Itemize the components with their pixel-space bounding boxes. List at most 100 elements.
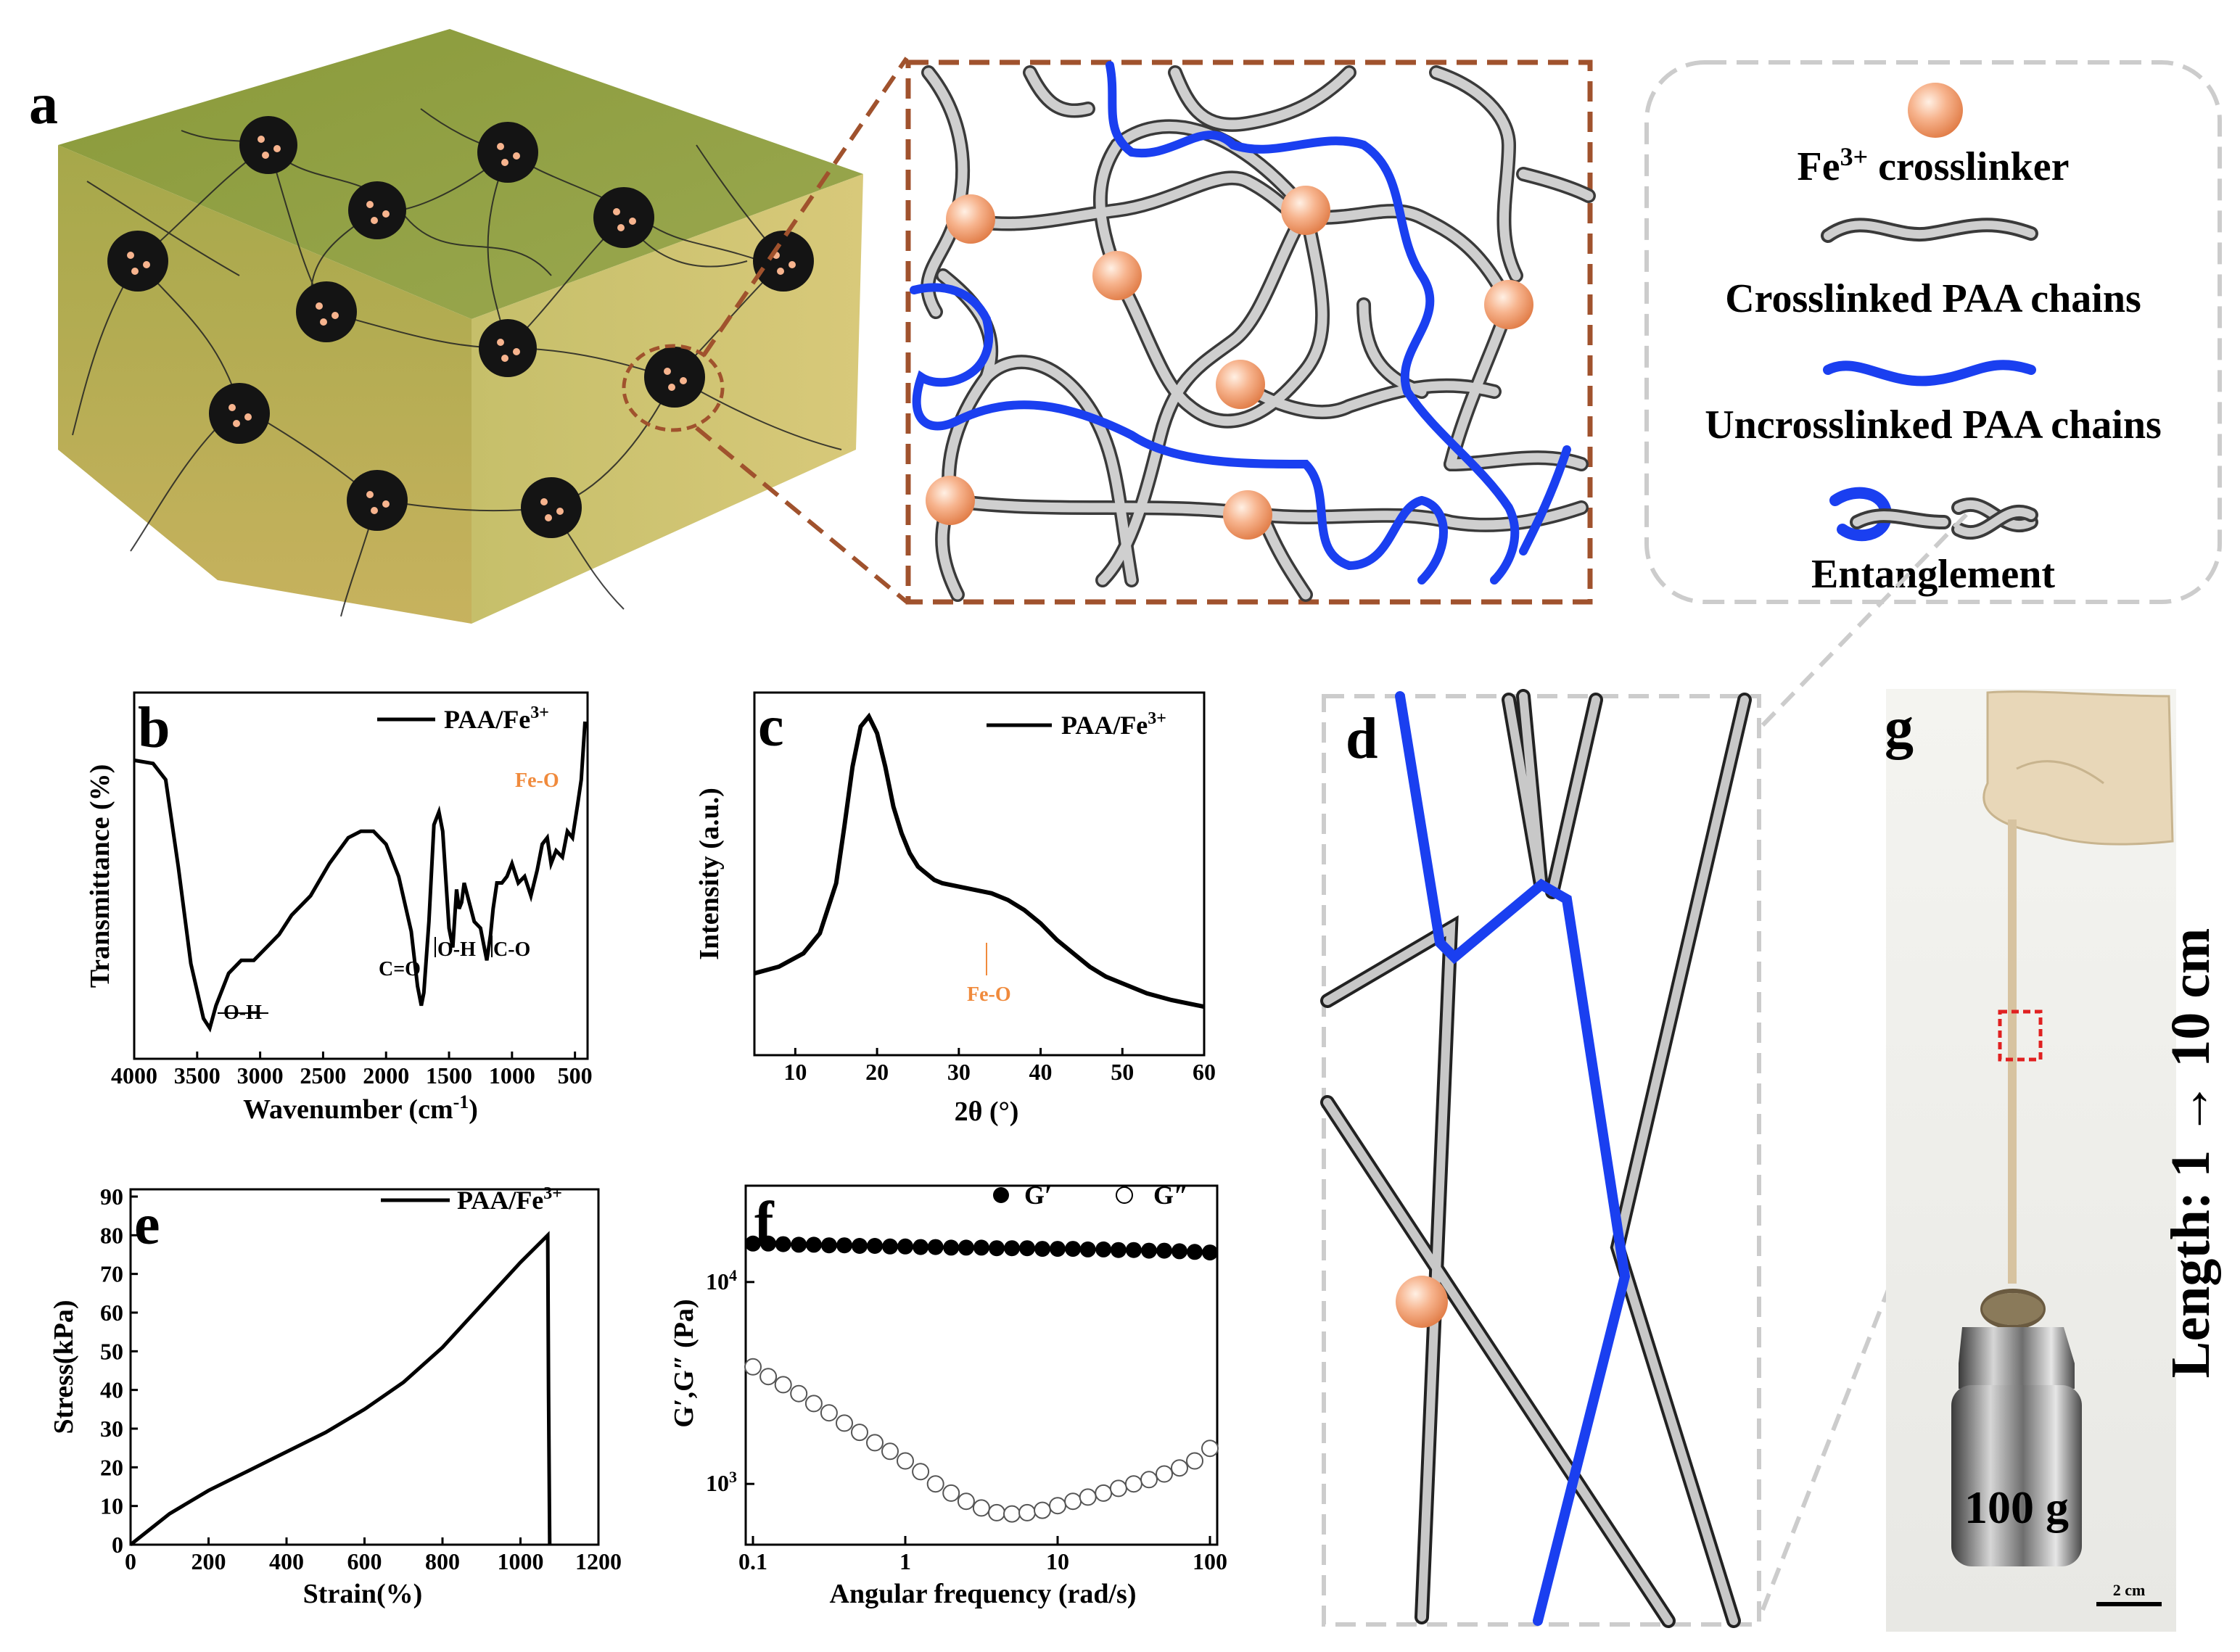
axes-e (129, 1188, 600, 1546)
gprime-point (927, 1239, 944, 1255)
gprime-point (1202, 1244, 1218, 1261)
panel-d: d (1320, 505, 1975, 1628)
panel-g: g 100 g 2 cm Length: 1 → 10 cm (1885, 689, 2221, 1632)
tick-label-f-x-10: 10 (1046, 1548, 1069, 1574)
gdoubleprime-point (926, 1475, 944, 1493)
ylabel-e: Stress(kPa) (49, 1300, 79, 1434)
tick-label-c-40: 40 (1029, 1059, 1053, 1085)
tick-label-e-y-70: 70 (100, 1261, 123, 1287)
gdoubleprime-point (881, 1442, 899, 1461)
gdoubleprime-point (1140, 1471, 1158, 1489)
gdoubleprime-point (820, 1404, 838, 1422)
panel-label-a: a (29, 73, 58, 136)
zoom-region (1998, 1009, 2043, 1062)
gprime-point (1004, 1240, 1020, 1257)
tick-label-b-500: 500 (558, 1062, 593, 1089)
gprime-point (943, 1239, 960, 1256)
gprime-point (1110, 1242, 1127, 1258)
gdoubleprime-point (972, 1499, 990, 1517)
tick-label-b-2500: 2500 (300, 1062, 346, 1089)
length-label: Length: 1 → 10 cm (2160, 928, 2221, 1379)
tick-label-e-y-30: 30 (100, 1416, 123, 1442)
gdoubleprime-point (1079, 1488, 1097, 1506)
gdoubleprime-point (1018, 1503, 1036, 1521)
tick-label-e-y-80: 80 (100, 1222, 123, 1248)
gdoubleprime-point (1156, 1465, 1173, 1483)
weight-knob (1982, 1293, 2043, 1325)
legend-b: PAA/Fe3+ (444, 703, 549, 734)
tick-label-f-y-1000: 103 (706, 1468, 737, 1496)
gprime-point (805, 1236, 822, 1253)
legend-c: PAA/Fe3+ (1061, 709, 1166, 740)
gdoubleprime-point (1034, 1501, 1051, 1519)
gdoubleprime-point (942, 1484, 960, 1502)
tick-label-b-4000: 4000 (111, 1062, 157, 1089)
legend-entanglement-icon (1829, 487, 2038, 542)
panel-label-g: g (1885, 696, 1914, 760)
panel-a: a (29, 29, 2222, 624)
legend-uncrosslinked: Uncrosslinked PAA chains (1705, 402, 2162, 447)
tick-label-b-3000: 3000 (237, 1062, 284, 1089)
gprime-point (897, 1238, 913, 1255)
gprime-point (745, 1235, 761, 1252)
gdoubleprime-point (1095, 1484, 1113, 1502)
legend-box (1644, 60, 2222, 604)
gdoubleprime-point (897, 1452, 914, 1470)
gdoubleprime-point (1201, 1440, 1219, 1458)
weight-neck (1959, 1327, 2075, 1389)
gdoubleprime-point (836, 1414, 853, 1432)
ann-c-fe-o: Fe-O (967, 983, 1011, 1006)
tick-label-f-x-100: 100 (1193, 1548, 1227, 1574)
legend-e: PAA/Fe3+ (457, 1184, 562, 1215)
legend-gray-chain-inner (1824, 220, 2035, 240)
legend-fe-crosslinker: Fe3+ crosslinker (1798, 142, 2070, 189)
weight-label: 100 g (1964, 1482, 2069, 1533)
gdoubleprime-point (1003, 1505, 1021, 1523)
network-chains (910, 61, 1596, 602)
gprime-point (1095, 1241, 1112, 1257)
tick-label-f-y-10000: 104 (706, 1266, 737, 1294)
panel-d-fe-ball (1396, 1276, 1448, 1328)
gdoubleprime-point (1064, 1492, 1082, 1511)
panel-d-chains (1320, 689, 1752, 1628)
tick-label-e-y-60: 60 (100, 1300, 123, 1326)
gdoubleprime-point (744, 1358, 762, 1376)
tick-label-b-1000: 1000 (489, 1062, 535, 1089)
xlabel-e: Strain(%) (303, 1579, 423, 1609)
stress-strain-curve (129, 1231, 552, 1546)
ann-b-co: C-O (493, 938, 530, 961)
ann-b-co-double: C=O (379, 958, 421, 980)
gprime-point (1079, 1241, 1096, 1257)
weight-body (1951, 1385, 2082, 1566)
tick-label-e-x-0: 0 (125, 1548, 136, 1574)
tick-label-c-10: 10 (783, 1059, 807, 1085)
tick-label-e-y-10: 10 (100, 1493, 123, 1519)
tick-label-f-x-0.1: 0.1 (738, 1548, 767, 1574)
gprime-point (973, 1239, 989, 1256)
scale-label: 2 cm (2113, 1581, 2146, 1599)
gprime-point (1065, 1241, 1082, 1257)
legend-g2-marker (1116, 1186, 1133, 1204)
gprime-point (1187, 1244, 1203, 1260)
legend-crosslinked: Crosslinked PAA chains (1725, 276, 2141, 321)
gdoubleprime-point (790, 1384, 808, 1403)
gdoubleprime-point (866, 1434, 884, 1452)
tick-label-e-x-600: 600 (347, 1548, 382, 1574)
gdoubleprime-point (957, 1492, 975, 1511)
tick-label-b-1500: 1500 (426, 1062, 472, 1089)
gprime-point (791, 1236, 807, 1253)
gprime-point (775, 1236, 791, 1252)
panel-e: e PAA/Fe3+ 0 200 400 600 800 1000 1200 0 10 20 30 4… (49, 1184, 622, 1609)
tick-label-e-y-40: 40 (100, 1377, 123, 1403)
gprime-point (913, 1239, 929, 1255)
ylabel-b: Transmittance (%) (85, 764, 115, 988)
gdoubleprime-point (1109, 1479, 1127, 1498)
gdoubleprime-point (759, 1368, 778, 1386)
axes-b (133, 691, 589, 1060)
gprime-point (1050, 1241, 1066, 1257)
cube-top (58, 29, 863, 319)
gprime-point (852, 1238, 868, 1254)
axes-c (753, 691, 1206, 1057)
ticks-b: 4000 3500 3000 2500 2000 1500 1000 500 (111, 1052, 593, 1089)
tick-label-b-3500: 3500 (174, 1062, 221, 1089)
